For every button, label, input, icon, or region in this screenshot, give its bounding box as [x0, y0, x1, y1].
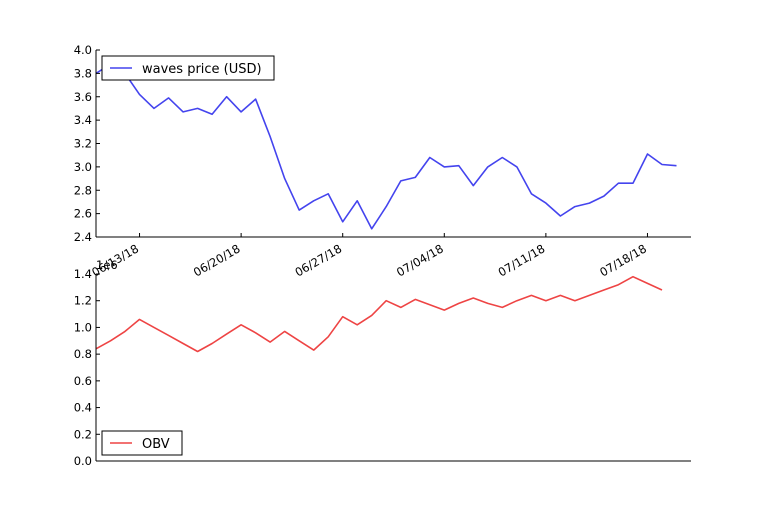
- y-offset-label: 1e6: [96, 258, 118, 272]
- y-tick-label: 0.4: [74, 401, 92, 415]
- obv-panel: 0.0 0.2 0.4 0.6 0.8 1.0 1.2 1.4 1e6 OBV: [74, 258, 691, 468]
- y-tick-label: 3.4: [74, 113, 92, 127]
- x-tick-label: 07/11/18: [496, 241, 548, 279]
- price-panel: 2.42.62.83.03.23.43.63.84.006/13/18 06/20…: [74, 43, 691, 279]
- y-tick-label: 3.8: [74, 66, 92, 80]
- y-tick-label: 2.6: [74, 207, 92, 221]
- x-tick-label: 07/04/18: [394, 241, 446, 279]
- y-tick-label: 0.6: [74, 374, 92, 388]
- y-tick-label: 3.2: [74, 137, 92, 151]
- y-tick-label: 1.0: [74, 320, 92, 334]
- y-tick-label: 2.8: [74, 183, 92, 197]
- x-tick-label: 06/20/18: [191, 241, 243, 279]
- y-tick-label: 0.2: [74, 427, 92, 441]
- x-tick-label: 07/18/18: [597, 241, 649, 279]
- y-tick-label: 1.4: [74, 267, 92, 281]
- series-line: [95, 275, 663, 353]
- y-tick-label: 0.8: [74, 347, 92, 361]
- y-tick-label: 1.2: [74, 294, 92, 308]
- series-line: [95, 63, 677, 230]
- legend-box: [101, 430, 183, 456]
- y-tick-label: 3.6: [74, 90, 92, 104]
- legend-label: OBV: [142, 437, 170, 452]
- y-tick-label: 2.4: [74, 230, 92, 244]
- y-tick-label: 0.0: [74, 454, 92, 468]
- x-tick-label: 06/27/18: [292, 241, 344, 279]
- legend-label: waves price (USD): [142, 62, 262, 77]
- y-tick-label: 4.0: [74, 43, 92, 57]
- y-tick-label: 3.0: [74, 160, 92, 174]
